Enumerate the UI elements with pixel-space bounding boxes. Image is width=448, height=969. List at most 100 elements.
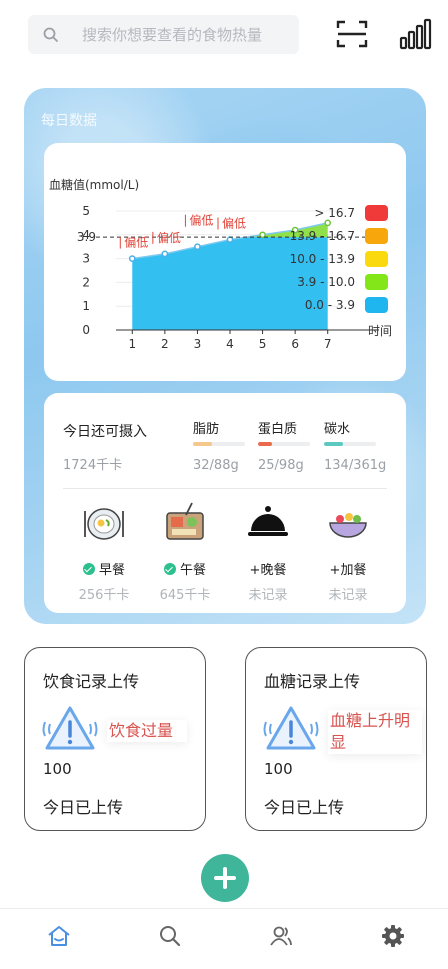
x-tick-label: 7 [324,337,332,351]
settings-icon[interactable] [380,923,406,949]
check-icon [163,562,176,575]
user-icon[interactable] [268,923,294,949]
annotation-label: 偏低 [222,216,246,231]
macro-name: 脂肪 [193,422,220,437]
intake-card: 今日还可摄入 1724千卡 脂肪 32/88g 蛋白质 25/98g 碳水 13… [44,393,406,613]
upload-status: 今日已上传 [43,798,124,817]
annotation-label: 偏低 [124,235,148,250]
search-icon[interactable] [157,923,183,949]
data-point [226,236,234,243]
breakfast-plate-icon [84,508,124,540]
warning-icon [263,706,319,750]
meal-calories: 256千卡 [78,588,130,603]
search-icon [43,27,58,42]
legend-swatch [365,204,388,221]
blood-sugar-chart-card: 血糖值(mmol/L) 0 1 2 3 4 5 3.9 1 2 3 4 5 6 7 时间 偏低 偏低 偏低 偏低 >… [44,143,406,381]
warning-icon [42,706,98,750]
legend-item: > 16.7 [290,201,388,224]
search-placeholder: 搜索你想要查看的食物热量 [82,26,263,44]
x-tick-label: 3 [194,337,202,351]
legend-label: 10.0 - 13.9 [289,251,355,266]
x-axis-label: 时间 [368,324,392,338]
upload-status: 今日已上传 [264,798,345,817]
x-tick-label: 5 [259,337,267,351]
x-tick-label: 2 [161,337,169,351]
upload-count: 100 [43,760,72,778]
area-in-range [246,222,328,238]
meal-lunch[interactable]: 午餐 645千卡 [150,499,220,603]
y-tick-label: 0 [82,323,90,337]
diet-upload-card[interactable]: 饮食记录上传 饮食过量 100 今日已上传 [24,647,206,831]
meal-status: 未记录 [328,588,368,603]
card-title: 饮食记录上传 [43,672,140,691]
data-point [194,243,201,251]
legend-swatch [365,250,388,267]
macro-bar [324,442,376,446]
meal-status: 未记录 [248,588,288,603]
x-tick-label: 4 [226,337,234,351]
panel-title: 每日数据 [41,113,97,129]
meal-snack[interactable]: +加餐 未记录 [313,499,383,603]
top-bar: 搜索你想要查看的食物热量 [0,0,448,70]
divider [63,488,387,489]
macro-value: 32/88g [193,458,239,473]
meal-label: +加餐 [329,563,367,578]
blood-sugar-upload-card[interactable]: 血糖记录上传 血糖上升明显 100 今日已上传 [245,647,427,831]
macro-value: 134/361g [324,458,387,473]
remaining-calories: 1724千卡 [63,458,123,473]
legend-label: 3.9 - 10.0 [297,274,355,289]
y-axis-label: 血糖值(mmol/L) [49,177,139,192]
legend-item: 3.9 - 10.0 [290,270,388,293]
reference-line-label: 3.9 [77,230,96,244]
x-tick-label: 1 [128,337,136,351]
macro-fill [324,442,344,446]
meal-label: 午餐 [150,559,220,578]
y-tick-label: 5 [82,204,90,218]
macro-name: 蛋白质 [258,422,298,437]
data-point [291,226,299,234]
dinner-cloche-icon [248,506,288,536]
snack-bowl-icon [329,513,367,538]
legend-item: 10.0 - 13.9 [290,247,388,270]
annotation-label: 偏低 [189,213,213,228]
legend-item: 13.9 - 16.7 [290,224,388,247]
search-input[interactable]: 搜索你想要查看的食物热量 [28,15,299,54]
y-tick-label: 4 [82,228,90,242]
warning-text: 饮食过量 [107,720,187,742]
bottom-nav [0,908,448,969]
meal-label: +晚餐 [249,563,287,578]
macro-protein: 蛋白质 25/98g [258,418,314,473]
legend-swatch [365,273,388,290]
remaining-title: 今日还可摄入 [63,424,147,440]
meal-breakfast[interactable]: 早餐 256千卡 [69,499,139,603]
annotation-label: 偏低 [157,230,181,245]
meal-dinner[interactable]: +晚餐 未记录 [233,499,303,603]
macro-bar [258,442,310,446]
card-title: 血糖记录上传 [264,672,361,691]
legend-label: > 16.7 [314,205,355,220]
macro-fill [193,442,212,446]
area-below-range [132,237,328,330]
macro-value: 25/98g [258,458,304,473]
y-tick-label: 3 [82,252,90,266]
legend-label: 13.9 - 16.7 [289,228,355,243]
add-button[interactable] [201,854,249,902]
check-icon [82,562,95,575]
stats-chart-icon[interactable] [399,18,433,50]
chart-legend: > 16.7 13.9 - 16.7 10.0 - 13.9 3.9 - 10.0 0.… [290,201,388,316]
legend-swatch [365,227,388,244]
scan-icon[interactable] [336,19,368,49]
macro-bar [193,442,245,446]
data-point [259,231,266,239]
macro-carbs: 碳水 134/361g [324,418,387,473]
legend-swatch [365,296,388,313]
macro-fat: 脂肪 32/88g [193,418,249,473]
warning-text: 血糖上升明显 [328,710,422,754]
meal-calories: 645千卡 [159,588,211,603]
daily-data-panel: 每日数据 血糖值(mmol/L) 0 1 2 3 4 5 3.9 1 2 3 4 5 6 7 时间 偏低 偏低偏… [24,88,426,624]
data-point [128,255,136,262]
legend-item: 0.0 - 3.9 [290,293,388,316]
meal-label: 早餐 [69,559,139,578]
home-icon[interactable] [46,923,72,949]
